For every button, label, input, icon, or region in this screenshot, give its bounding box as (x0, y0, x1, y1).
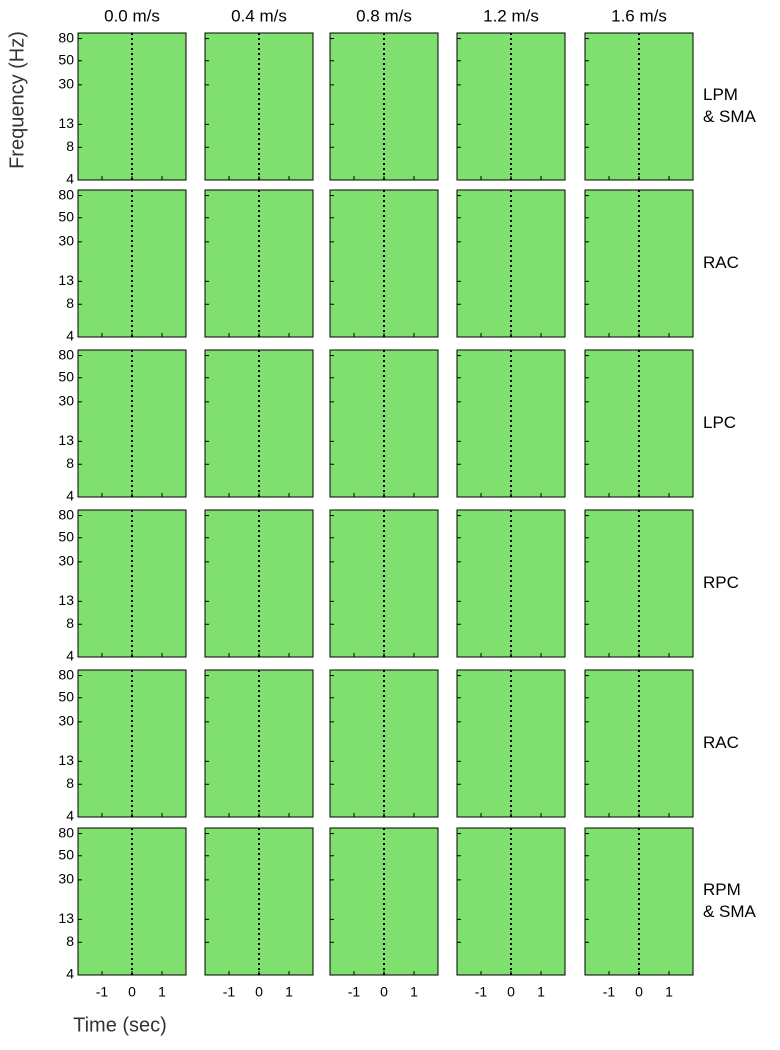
y-tick-label: 80 (58, 186, 74, 202)
panel (456, 349, 566, 498)
y-tick-label: 4 (66, 488, 74, 504)
x-tick-label: 1 (285, 984, 293, 1000)
y-tick-label: 4 (66, 328, 74, 344)
row-label: & SMA (703, 107, 757, 126)
x-tick-label: 0 (128, 984, 136, 1000)
panel (77, 349, 187, 498)
y-tick-label: 13 (58, 910, 74, 926)
panel (584, 32, 694, 181)
y-tick-label: 30 (58, 871, 74, 887)
panel (77, 32, 187, 181)
column-title: 0.0 m/s (104, 6, 160, 25)
y-tick-label: 4 (66, 171, 74, 187)
y-tick-label: 8 (66, 455, 74, 471)
y-tick-label: 8 (66, 933, 74, 949)
panel (329, 189, 439, 338)
x-tick-label: 1 (665, 984, 673, 1000)
x-axis-label: Time (sec) (73, 1014, 167, 1036)
column-title: 0.8 m/s (356, 6, 412, 25)
panel (77, 189, 187, 338)
x-tick-label: 1 (158, 984, 166, 1000)
y-tick-label: 30 (58, 76, 74, 92)
column-title: 0.4 m/s (231, 6, 287, 25)
y-tick-label: 8 (66, 775, 74, 791)
column-title: 1.2 m/s (483, 6, 539, 25)
y-tick-label: 80 (58, 824, 74, 840)
panel (329, 827, 439, 976)
y-tick-label: 80 (58, 506, 74, 522)
x-tick-label: 0 (635, 984, 643, 1000)
panel (204, 189, 314, 338)
x-tick-label: -1 (603, 984, 616, 1000)
x-tick-label: -1 (348, 984, 361, 1000)
y-tick-label: 50 (58, 846, 74, 862)
y-tick-label: 13 (58, 592, 74, 608)
y-tick-label: 30 (58, 233, 74, 249)
y-axis-label: Frequency (Hz) (6, 31, 28, 169)
panel (329, 32, 439, 181)
row-label: LPM (703, 85, 738, 104)
panel (456, 32, 566, 181)
y-tick-label: 4 (66, 966, 74, 982)
panel (584, 827, 694, 976)
y-tick-label: 4 (66, 648, 74, 664)
panel (584, 189, 694, 338)
panel (456, 669, 566, 818)
row-label: RPM (703, 880, 741, 899)
panel (329, 509, 439, 658)
x-tick-label: -1 (96, 984, 109, 1000)
y-tick-label: 8 (66, 615, 74, 631)
panel (329, 349, 439, 498)
panel (329, 669, 439, 818)
panel (77, 509, 187, 658)
panel (204, 827, 314, 976)
row-label: RAC (703, 253, 739, 272)
panel (584, 509, 694, 658)
y-tick-label: 8 (66, 295, 74, 311)
panel (204, 32, 314, 181)
y-tick-label: 13 (58, 272, 74, 288)
y-tick-label: 50 (58, 51, 74, 67)
y-tick-label: 13 (58, 752, 74, 768)
y-tick-label: 13 (58, 115, 74, 131)
panel (204, 669, 314, 818)
x-tick-label: 0 (255, 984, 263, 1000)
x-tick-label: 0 (380, 984, 388, 1000)
panel (456, 189, 566, 338)
x-tick-label: 1 (537, 984, 545, 1000)
y-tick-label: 80 (58, 346, 74, 362)
panel (584, 349, 694, 498)
panel (204, 509, 314, 658)
panel (77, 827, 187, 976)
y-tick-label: 8 (66, 138, 74, 154)
row-label: RAC (703, 733, 739, 752)
x-tick-label: -1 (223, 984, 236, 1000)
panel (204, 349, 314, 498)
panel (456, 827, 566, 976)
y-tick-label: 80 (58, 666, 74, 682)
y-tick-label: 30 (58, 393, 74, 409)
y-tick-label: 50 (58, 208, 74, 224)
row-label: LPC (703, 413, 736, 432)
row-label: RPC (703, 573, 739, 592)
y-tick-label: 30 (58, 553, 74, 569)
y-tick-label: 80 (58, 29, 74, 45)
y-tick-label: 50 (58, 368, 74, 384)
row-label: & SMA (703, 902, 757, 921)
panel (584, 669, 694, 818)
panel (456, 509, 566, 658)
panel (77, 669, 187, 818)
x-tick-label: 1 (410, 984, 418, 1000)
y-tick-label: 13 (58, 432, 74, 448)
x-tick-label: -1 (475, 984, 488, 1000)
y-tick-label: 4 (66, 808, 74, 824)
y-tick-label: 50 (58, 528, 74, 544)
y-tick-label: 50 (58, 688, 74, 704)
x-tick-label: 0 (507, 984, 515, 1000)
y-tick-label: 30 (58, 713, 74, 729)
column-title: 1.6 m/s (611, 6, 667, 25)
